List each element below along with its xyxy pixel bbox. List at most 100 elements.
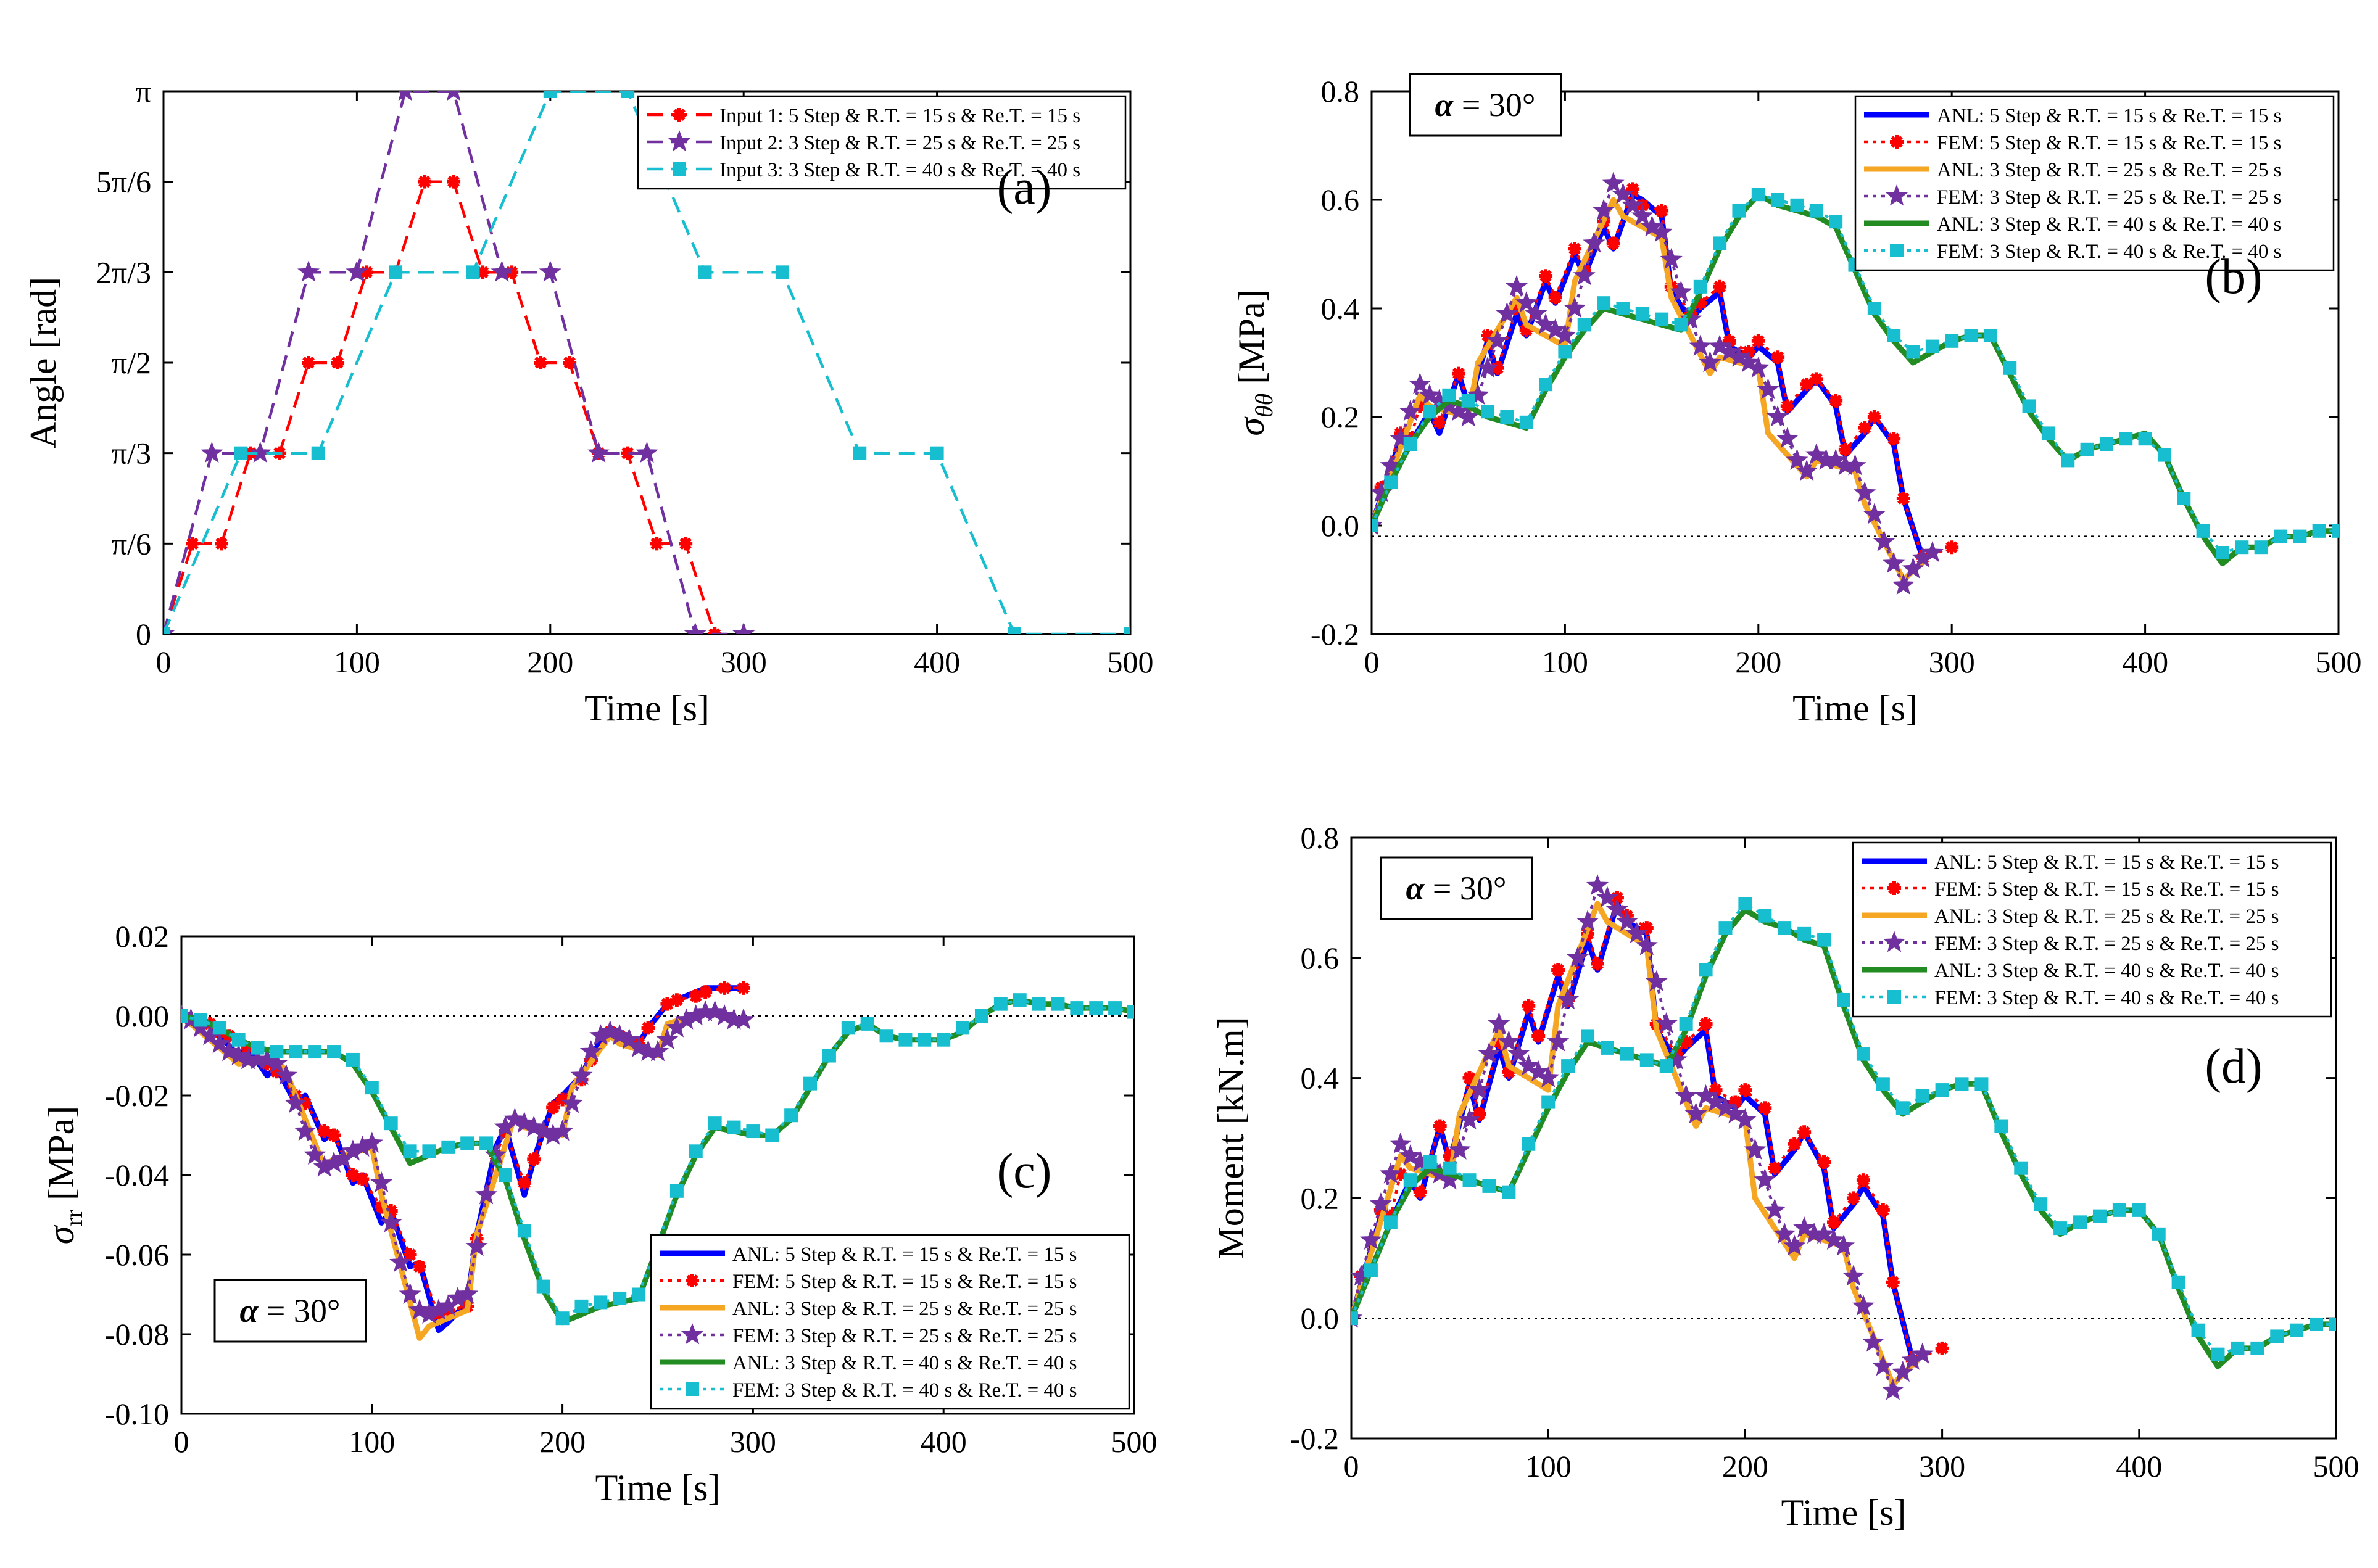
data-point	[775, 265, 789, 279]
data-point	[2250, 1341, 2264, 1355]
data-point	[1496, 302, 1518, 324]
data-point	[527, 1152, 541, 1166]
y-tick-label: -0.06	[105, 1237, 169, 1272]
data-point	[1771, 350, 1785, 365]
y-tick-label: 0.00	[115, 999, 170, 1033]
legend-entry: ANL: 3 Step & R.T. = 25 s & Re.T. = 25 s	[732, 1298, 1077, 1320]
data-point	[1776, 427, 1799, 448]
data-point	[456, 1282, 479, 1304]
data-point	[241, 1041, 255, 1055]
y-tick-label: π/2	[112, 345, 151, 380]
data-point	[370, 1171, 393, 1193]
y-tick-label: 0.6	[1301, 941, 1340, 975]
y-tick-label: -0.10	[105, 1397, 169, 1431]
data-point	[1747, 356, 1770, 378]
data-point	[1625, 922, 1648, 944]
data-point	[1539, 378, 1553, 392]
data-point	[1458, 1108, 1481, 1130]
data-point	[2171, 1275, 2185, 1289]
data-point	[346, 1052, 360, 1067]
data-point	[1481, 329, 1495, 342]
data-point	[1832, 1234, 1855, 1256]
data-point	[1423, 1155, 1437, 1169]
y-axis-label: σrr [MPa]	[41, 1106, 88, 1245]
data-point	[1519, 323, 1533, 337]
data-point	[1522, 1137, 1536, 1151]
data-point	[1492, 1035, 1506, 1049]
x-tick-label: 200	[539, 1424, 586, 1459]
data-point	[2254, 540, 2268, 555]
data-point	[1573, 264, 1596, 286]
data-point	[641, 1021, 655, 1035]
data-point	[476, 265, 490, 279]
data-point	[1070, 1001, 1084, 1015]
data-point	[1586, 873, 1609, 896]
data-point	[2191, 1323, 2205, 1337]
data-point	[732, 1008, 755, 1030]
data-point	[1635, 307, 1649, 321]
data-point	[1641, 215, 1663, 237]
data-point	[1462, 1173, 1477, 1187]
data-point	[2177, 492, 2191, 505]
data-point	[1689, 334, 1712, 356]
y-tick-label: 0.4	[1321, 291, 1360, 326]
data-point	[227, 1044, 250, 1065]
data-point	[1693, 279, 1707, 294]
data-point	[1007, 627, 1021, 634]
data-point	[491, 260, 513, 282]
data-point	[1714, 1096, 1737, 1118]
data-point	[1713, 279, 1727, 294]
data-point	[650, 537, 664, 551]
legend-marker	[681, 1322, 704, 1345]
alpha-box	[213, 1279, 367, 1343]
data-point	[1403, 1173, 1417, 1187]
data-point	[1786, 448, 1808, 470]
data-point	[1974, 1077, 1989, 1091]
data-point	[621, 446, 635, 460]
data-point	[1467, 383, 1489, 405]
data-point	[2157, 448, 2171, 462]
data-point	[327, 1045, 341, 1059]
data-point	[308, 1045, 322, 1059]
data-point	[2196, 524, 2210, 538]
data-point	[311, 446, 325, 460]
x-axis-label: Time [s]	[584, 688, 710, 728]
x-tick-label: 0	[1364, 645, 1380, 679]
data-point	[446, 91, 461, 101]
x-tick-label: 200	[527, 645, 573, 679]
y-tick-label: 0.6	[1321, 183, 1360, 217]
data-point	[403, 1248, 417, 1261]
data-point	[1452, 366, 1466, 381]
data-point	[1955, 1077, 1969, 1091]
data-point	[1895, 1101, 1910, 1115]
y-tick-label: -0.02	[105, 1078, 169, 1113]
data-point	[853, 446, 867, 460]
alpha-box	[1409, 73, 1562, 137]
data-point	[422, 1144, 436, 1158]
data-point	[1519, 415, 1533, 429]
data-point	[1591, 957, 1604, 971]
legend-entry: ANL: 3 Step & R.T. = 25 s & Re.T. = 25 s	[1937, 159, 2282, 181]
series-group	[181, 981, 1134, 1341]
data-point	[1564, 296, 1586, 318]
data-point	[304, 1143, 326, 1165]
data-point	[1871, 1355, 1894, 1376]
x-tick-label: 300	[730, 1424, 776, 1459]
chart-panel-c: 0 100 200 300 400 500 -0.10 -0.08 -0.06 -0.04 -0.0…	[41, 919, 1158, 1508]
data-point	[1829, 394, 1843, 408]
data-point	[1399, 1144, 1422, 1166]
y-tick-label: 0.4	[1301, 1061, 1340, 1096]
x-tick-label: 500	[2313, 1449, 2359, 1483]
data-point	[1124, 627, 1130, 634]
data-point	[1704, 1090, 1727, 1112]
data-point	[275, 1063, 297, 1086]
data-point	[1531, 1029, 1546, 1043]
data-point	[1680, 307, 1702, 329]
data-point	[164, 627, 170, 634]
data-point	[727, 1120, 741, 1134]
data-point	[365, 1081, 379, 1095]
data-point	[599, 1020, 621, 1042]
legend-entry: ANL: 3 Step & R.T. = 40 s & Re.T. = 40 s	[1934, 960, 2279, 982]
data-point	[212, 1021, 226, 1035]
panel-label: (d)	[2205, 1039, 2262, 1094]
